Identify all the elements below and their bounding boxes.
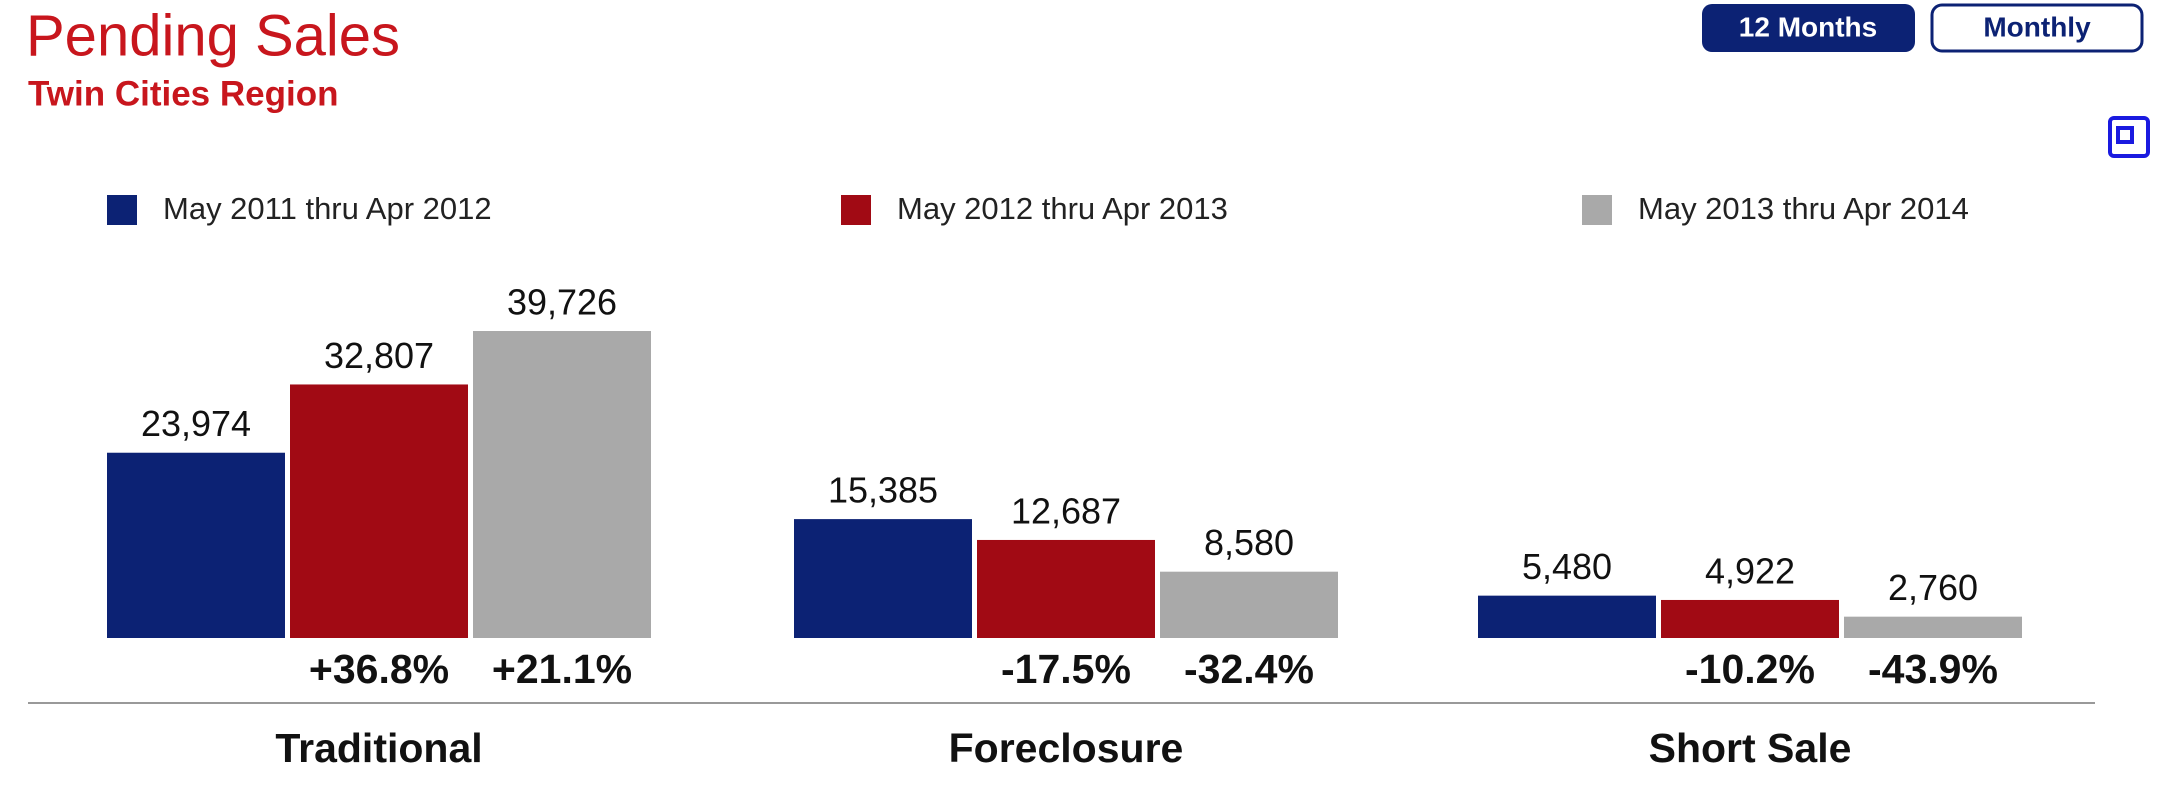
chart-subtitle: Twin Cities Region xyxy=(28,74,338,113)
value-label: 32,807 xyxy=(324,335,434,376)
change-label: -17.5% xyxy=(1001,646,1131,692)
bar xyxy=(1844,616,2022,638)
bar xyxy=(473,331,651,638)
value-label: 8,580 xyxy=(1204,522,1294,563)
bar xyxy=(290,384,468,638)
legend-label: May 2012 thru Apr 2013 xyxy=(897,191,1228,226)
button-monthly[interactable] xyxy=(1930,3,2144,53)
change-label: -32.4% xyxy=(1184,646,1314,692)
legend-label: May 2013 thru Apr 2014 xyxy=(1638,191,1969,226)
change-label: +36.8% xyxy=(309,646,449,692)
bar xyxy=(1478,595,1656,638)
category-label: Traditional xyxy=(275,725,482,771)
change-label: -43.9% xyxy=(1868,646,1998,692)
value-label: 39,726 xyxy=(507,282,617,323)
button-label[interactable]: Monthly xyxy=(1983,11,2091,42)
button-12-months[interactable] xyxy=(1702,4,1915,52)
bar xyxy=(977,539,1155,638)
category-label: Foreclosure xyxy=(949,725,1184,771)
expand-icon[interactable] xyxy=(2108,116,2150,158)
icon-frame[interactable] xyxy=(2108,116,2150,158)
bar xyxy=(1661,599,1839,638)
chart-title: Pending Sales xyxy=(26,3,400,68)
category-label: Short Sale xyxy=(1649,725,1852,771)
button-label[interactable]: 12 Months xyxy=(1739,11,1877,42)
value-label: 23,974 xyxy=(141,403,251,444)
change-label: -10.2% xyxy=(1685,646,1815,692)
value-label: 12,687 xyxy=(1011,490,1121,531)
legend-swatch xyxy=(841,195,871,225)
legend-label: May 2011 thru Apr 2012 xyxy=(163,191,492,226)
icon-inner[interactable] xyxy=(2116,126,2134,144)
value-label: 15,385 xyxy=(828,470,938,511)
change-label: +21.1% xyxy=(492,646,632,692)
bar xyxy=(794,519,972,638)
bar xyxy=(1160,571,1338,638)
value-label: 5,480 xyxy=(1522,546,1612,587)
value-label: 2,760 xyxy=(1888,567,1978,608)
bar xyxy=(107,452,285,638)
legend-swatch xyxy=(1582,195,1612,225)
value-label: 4,922 xyxy=(1705,550,1795,591)
legend-swatch xyxy=(107,195,137,225)
